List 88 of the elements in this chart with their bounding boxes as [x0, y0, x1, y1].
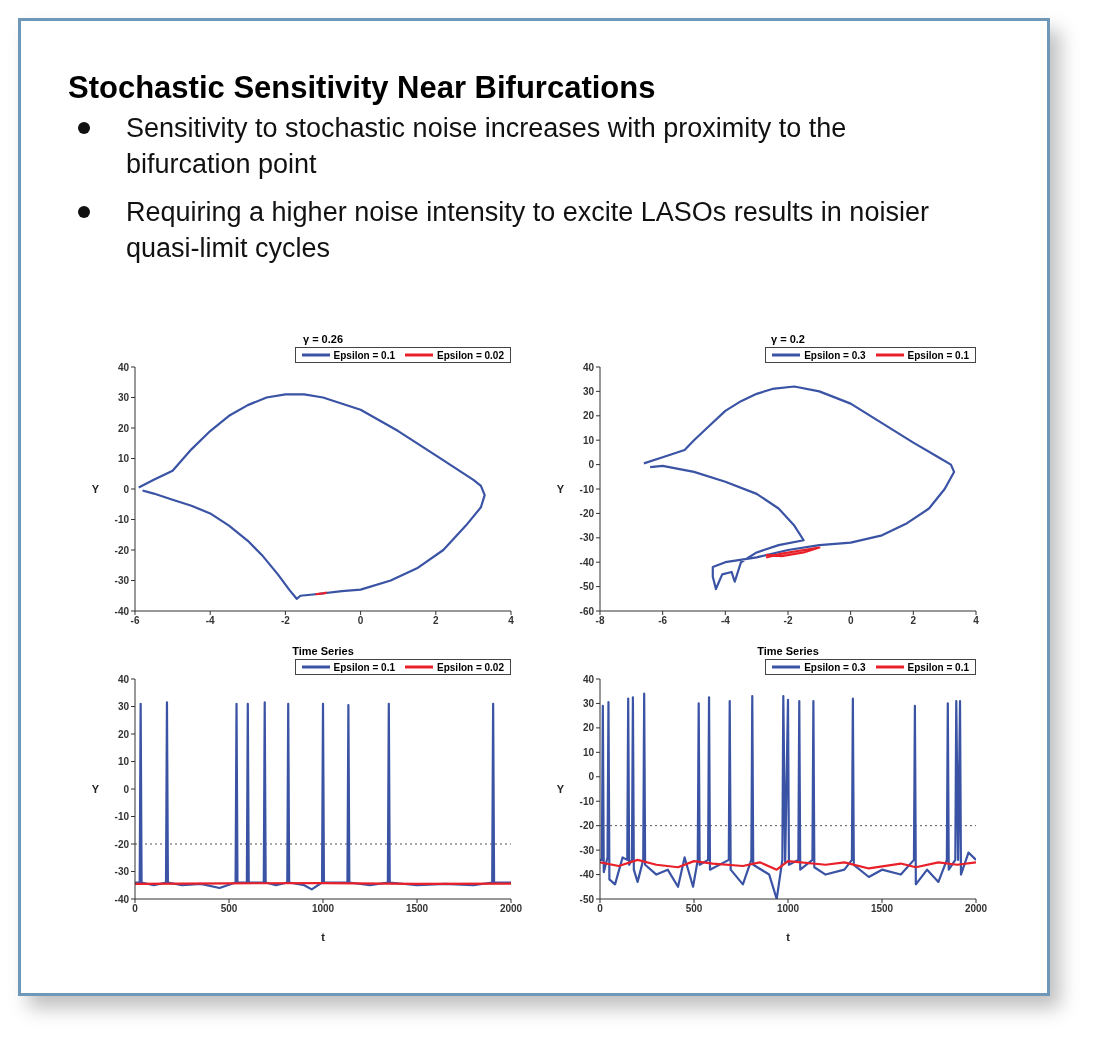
y-tick-label: -60	[579, 605, 595, 617]
text: Sensitivity to stochastic noise increases with proximity to the bifurcation point	[126, 112, 848, 181]
y-tick-label: -40	[114, 605, 130, 617]
x-tick-label: 500	[220, 903, 238, 915]
x-tick-label: -6	[130, 615, 140, 627]
y-tick-label: 30	[117, 701, 130, 713]
y-tick-label: -10	[579, 483, 595, 495]
y-tick-label: 10	[582, 746, 595, 758]
text: Requiring a higher noise intensity to excite LASOs results in noisier quasi-limit cycles	[126, 196, 930, 265]
y-tick-label: 20	[582, 410, 595, 422]
y-tick-label: 40	[582, 673, 595, 685]
x-tick-label: 1000	[776, 903, 800, 915]
y-tick-label: 0	[588, 771, 595, 783]
x-tick-label: 1500	[405, 903, 429, 915]
x-tick-label: 0	[132, 903, 139, 915]
y-tick-label: -40	[579, 869, 595, 881]
y-tick-label: -40	[114, 893, 130, 905]
x-tick-label: 2	[910, 615, 917, 627]
chart-title: Time Series	[756, 645, 820, 659]
y-tick-label: -30	[114, 575, 130, 587]
y-tick-label: -10	[114, 514, 130, 526]
x-tick-label: 1500	[870, 903, 894, 915]
line-series	[642, 385, 956, 591]
line-series	[137, 393, 486, 600]
x-tick-label: 4	[973, 615, 980, 627]
y-tick-label: -20	[579, 507, 595, 519]
legend-label: Epsilon = 0.3	[804, 661, 866, 673]
y-tick-label: 30	[582, 697, 595, 709]
legend-label: Epsilon = 0.1	[333, 349, 396, 361]
x-tick-label: -4	[720, 615, 731, 627]
y-tick-label: 0	[588, 459, 595, 471]
x-tick-label: 2000	[499, 903, 523, 915]
x-tick-label: 500	[685, 903, 703, 915]
legend-label: Epsilon = 0.1	[907, 661, 969, 673]
line-series	[135, 701, 511, 891]
x-tick-label: -2	[783, 615, 793, 627]
y-tick-label: -50	[579, 581, 595, 593]
x-axis-title: t	[786, 930, 791, 943]
legend-label: Epsilon = 0.3	[804, 349, 866, 361]
x-tick-label: -6	[658, 615, 668, 627]
legend-label: Epsilon = 0.1	[907, 349, 969, 361]
y-tick-label: 40	[582, 361, 595, 373]
legend-label: Epsilon = 0.02	[437, 661, 504, 673]
y-tick-label: 0	[123, 483, 130, 495]
y-tick-label: 10	[117, 756, 130, 768]
y-tick-label: -20	[579, 820, 595, 832]
y-tick-label: -30	[579, 844, 595, 856]
y-axis-title: Y	[91, 482, 100, 495]
x-tick-label: -4	[205, 615, 216, 627]
chart-title: Time Series	[291, 645, 355, 659]
y-tick-label: -20	[114, 838, 130, 850]
y-tick-label: -30	[114, 866, 130, 878]
y-tick-label: 20	[117, 728, 130, 740]
x-tick-label: 2	[433, 615, 440, 627]
text: Stochastic Sensitivity Near Bifurcations	[68, 70, 657, 106]
x-tick-label: -8	[595, 615, 605, 627]
chart-title: γ = 0.26	[301, 333, 345, 347]
y-tick-label: -20	[114, 544, 130, 556]
x-tick-label: 2000	[964, 903, 988, 915]
y-tick-label: 10	[117, 453, 130, 465]
y-axis-title: Y	[556, 782, 565, 795]
y-tick-label: 0	[123, 783, 130, 795]
x-tick-label: 0	[597, 903, 604, 915]
y-tick-label: 30	[117, 392, 130, 404]
y-tick-label: -10	[579, 795, 595, 807]
y-tick-label: 40	[117, 673, 130, 685]
y-tick-label: -50	[579, 893, 595, 905]
y-tick-label: 20	[117, 422, 130, 434]
line-series	[600, 858, 976, 871]
y-axis-title: Y	[556, 482, 565, 495]
x-tick-label: -2	[280, 615, 291, 627]
y-axis-title: Y	[91, 782, 100, 795]
line-series	[764, 546, 821, 559]
x-axis-title: t	[321, 930, 326, 943]
y-tick-label: -40	[579, 556, 595, 568]
y-tick-label: 20	[582, 722, 595, 734]
legend-label: Epsilon = 0.02	[437, 349, 504, 361]
legend-label: Epsilon = 0.1	[333, 661, 396, 673]
y-tick-label: 40	[117, 361, 130, 373]
y-tick-label: 10	[582, 434, 595, 446]
x-tick-label: 0	[847, 615, 854, 627]
y-tick-label: -30	[579, 532, 595, 544]
x-tick-label: 4	[508, 615, 515, 627]
y-tick-label: -10	[114, 811, 130, 823]
x-tick-label: 0	[357, 615, 364, 627]
chart-title: γ = 0.2	[770, 333, 806, 347]
y-tick-label: 30	[582, 385, 595, 397]
x-tick-label: 1000	[311, 903, 335, 915]
